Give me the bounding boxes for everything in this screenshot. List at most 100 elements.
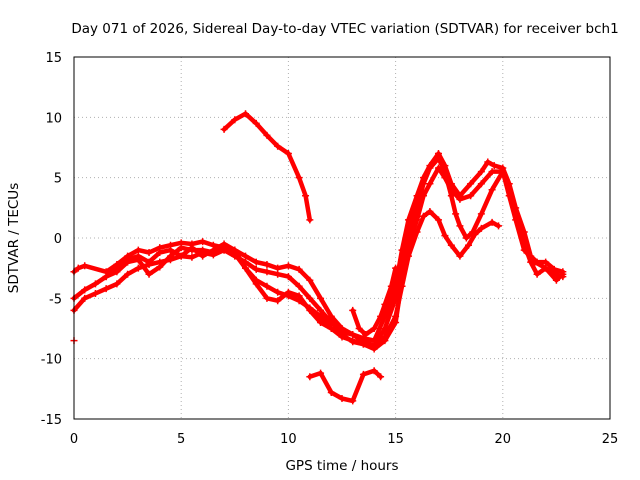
data-point xyxy=(156,263,164,271)
data-point xyxy=(274,288,282,296)
chart-title: Day 071 of 2026, Sidereal Day-to-day VTE… xyxy=(71,21,618,37)
plot-frame xyxy=(73,56,611,420)
data-point xyxy=(209,248,217,256)
data-point xyxy=(469,228,477,236)
data-point xyxy=(477,168,485,176)
data-point xyxy=(413,192,421,200)
data-point xyxy=(381,337,389,345)
series-points-track-5 xyxy=(349,264,400,339)
series-line-track-5 xyxy=(350,265,398,337)
data-point xyxy=(499,168,507,176)
data-point xyxy=(134,264,142,272)
data-point xyxy=(542,264,550,272)
data-point xyxy=(295,282,303,290)
data-point xyxy=(467,180,475,188)
data-point xyxy=(188,246,196,254)
data-point xyxy=(306,294,314,302)
data-point xyxy=(306,373,314,381)
data-point xyxy=(134,246,142,254)
data-point xyxy=(284,150,292,158)
data-point xyxy=(542,258,550,266)
data-point xyxy=(134,256,142,264)
data-point xyxy=(381,325,389,332)
data-point xyxy=(327,325,335,332)
data-point xyxy=(124,258,132,266)
data-point xyxy=(349,306,357,314)
data-point xyxy=(398,246,406,254)
data-point xyxy=(533,258,541,266)
data-point xyxy=(263,261,271,269)
data-point xyxy=(426,207,434,215)
data-point xyxy=(338,394,346,402)
y-tick-label: 15 xyxy=(45,51,62,66)
data-point xyxy=(317,369,325,377)
data-point xyxy=(263,131,271,139)
data-point xyxy=(317,294,325,302)
data-point xyxy=(306,216,314,224)
data-point xyxy=(441,232,449,240)
data-point xyxy=(317,312,325,320)
data-point xyxy=(284,273,292,281)
data-point xyxy=(274,142,282,150)
data-point xyxy=(317,306,325,314)
data-point xyxy=(199,246,207,254)
data-point xyxy=(188,253,196,261)
data-point xyxy=(306,306,314,314)
data-point xyxy=(156,244,164,252)
y-axis-label: SDTVAR / TECUs xyxy=(6,183,22,293)
data-point xyxy=(231,116,239,124)
data-point xyxy=(404,240,412,248)
data-point xyxy=(209,241,217,249)
data-point xyxy=(527,258,535,266)
data-point xyxy=(145,270,153,278)
data-point xyxy=(387,282,395,290)
data-point xyxy=(355,325,363,332)
y-tick-labels: -15 -10 -5 0 5 10 15 xyxy=(41,51,62,428)
data-point xyxy=(113,261,121,269)
series-track-6 xyxy=(220,110,314,224)
data-point xyxy=(145,261,153,269)
x-tick-labels: 0 5 10 15 20 25 xyxy=(70,432,618,447)
data-point xyxy=(188,240,196,248)
y-tick-label: -5 xyxy=(49,292,62,307)
data-point xyxy=(488,168,496,176)
data-point xyxy=(441,162,449,170)
data-point xyxy=(338,331,346,339)
data-point xyxy=(220,246,228,254)
series-points-track-6 xyxy=(220,110,314,224)
series-line-track-6 xyxy=(221,111,313,223)
x-tick-label: 10 xyxy=(280,432,297,447)
series-track-5 xyxy=(349,264,400,339)
data-point xyxy=(338,325,346,332)
data-point xyxy=(370,325,378,332)
data-point xyxy=(434,150,442,158)
data-point xyxy=(113,268,121,276)
series-points-track-4 xyxy=(102,164,567,353)
data-point xyxy=(477,180,485,188)
data-point xyxy=(520,240,528,248)
data-point xyxy=(231,250,239,258)
data-point xyxy=(426,180,434,188)
data-point xyxy=(74,264,82,272)
y-tick-label: 10 xyxy=(45,111,62,126)
data-point xyxy=(242,264,250,272)
data-point xyxy=(359,334,367,342)
data-point xyxy=(370,367,378,375)
data-point xyxy=(177,244,185,252)
grid-lines xyxy=(74,57,610,419)
data-point xyxy=(550,265,558,273)
data-series xyxy=(70,110,567,405)
data-point xyxy=(359,370,367,378)
data-point xyxy=(441,174,449,182)
data-point xyxy=(419,192,427,200)
data-point xyxy=(102,285,110,293)
data-point xyxy=(552,276,560,284)
y-tick-label: -15 xyxy=(41,413,62,428)
data-point xyxy=(263,268,271,276)
data-point xyxy=(381,300,389,308)
data-point xyxy=(295,292,303,300)
data-point xyxy=(484,158,492,166)
x-tick-label: 20 xyxy=(495,432,512,447)
data-point xyxy=(477,224,485,232)
